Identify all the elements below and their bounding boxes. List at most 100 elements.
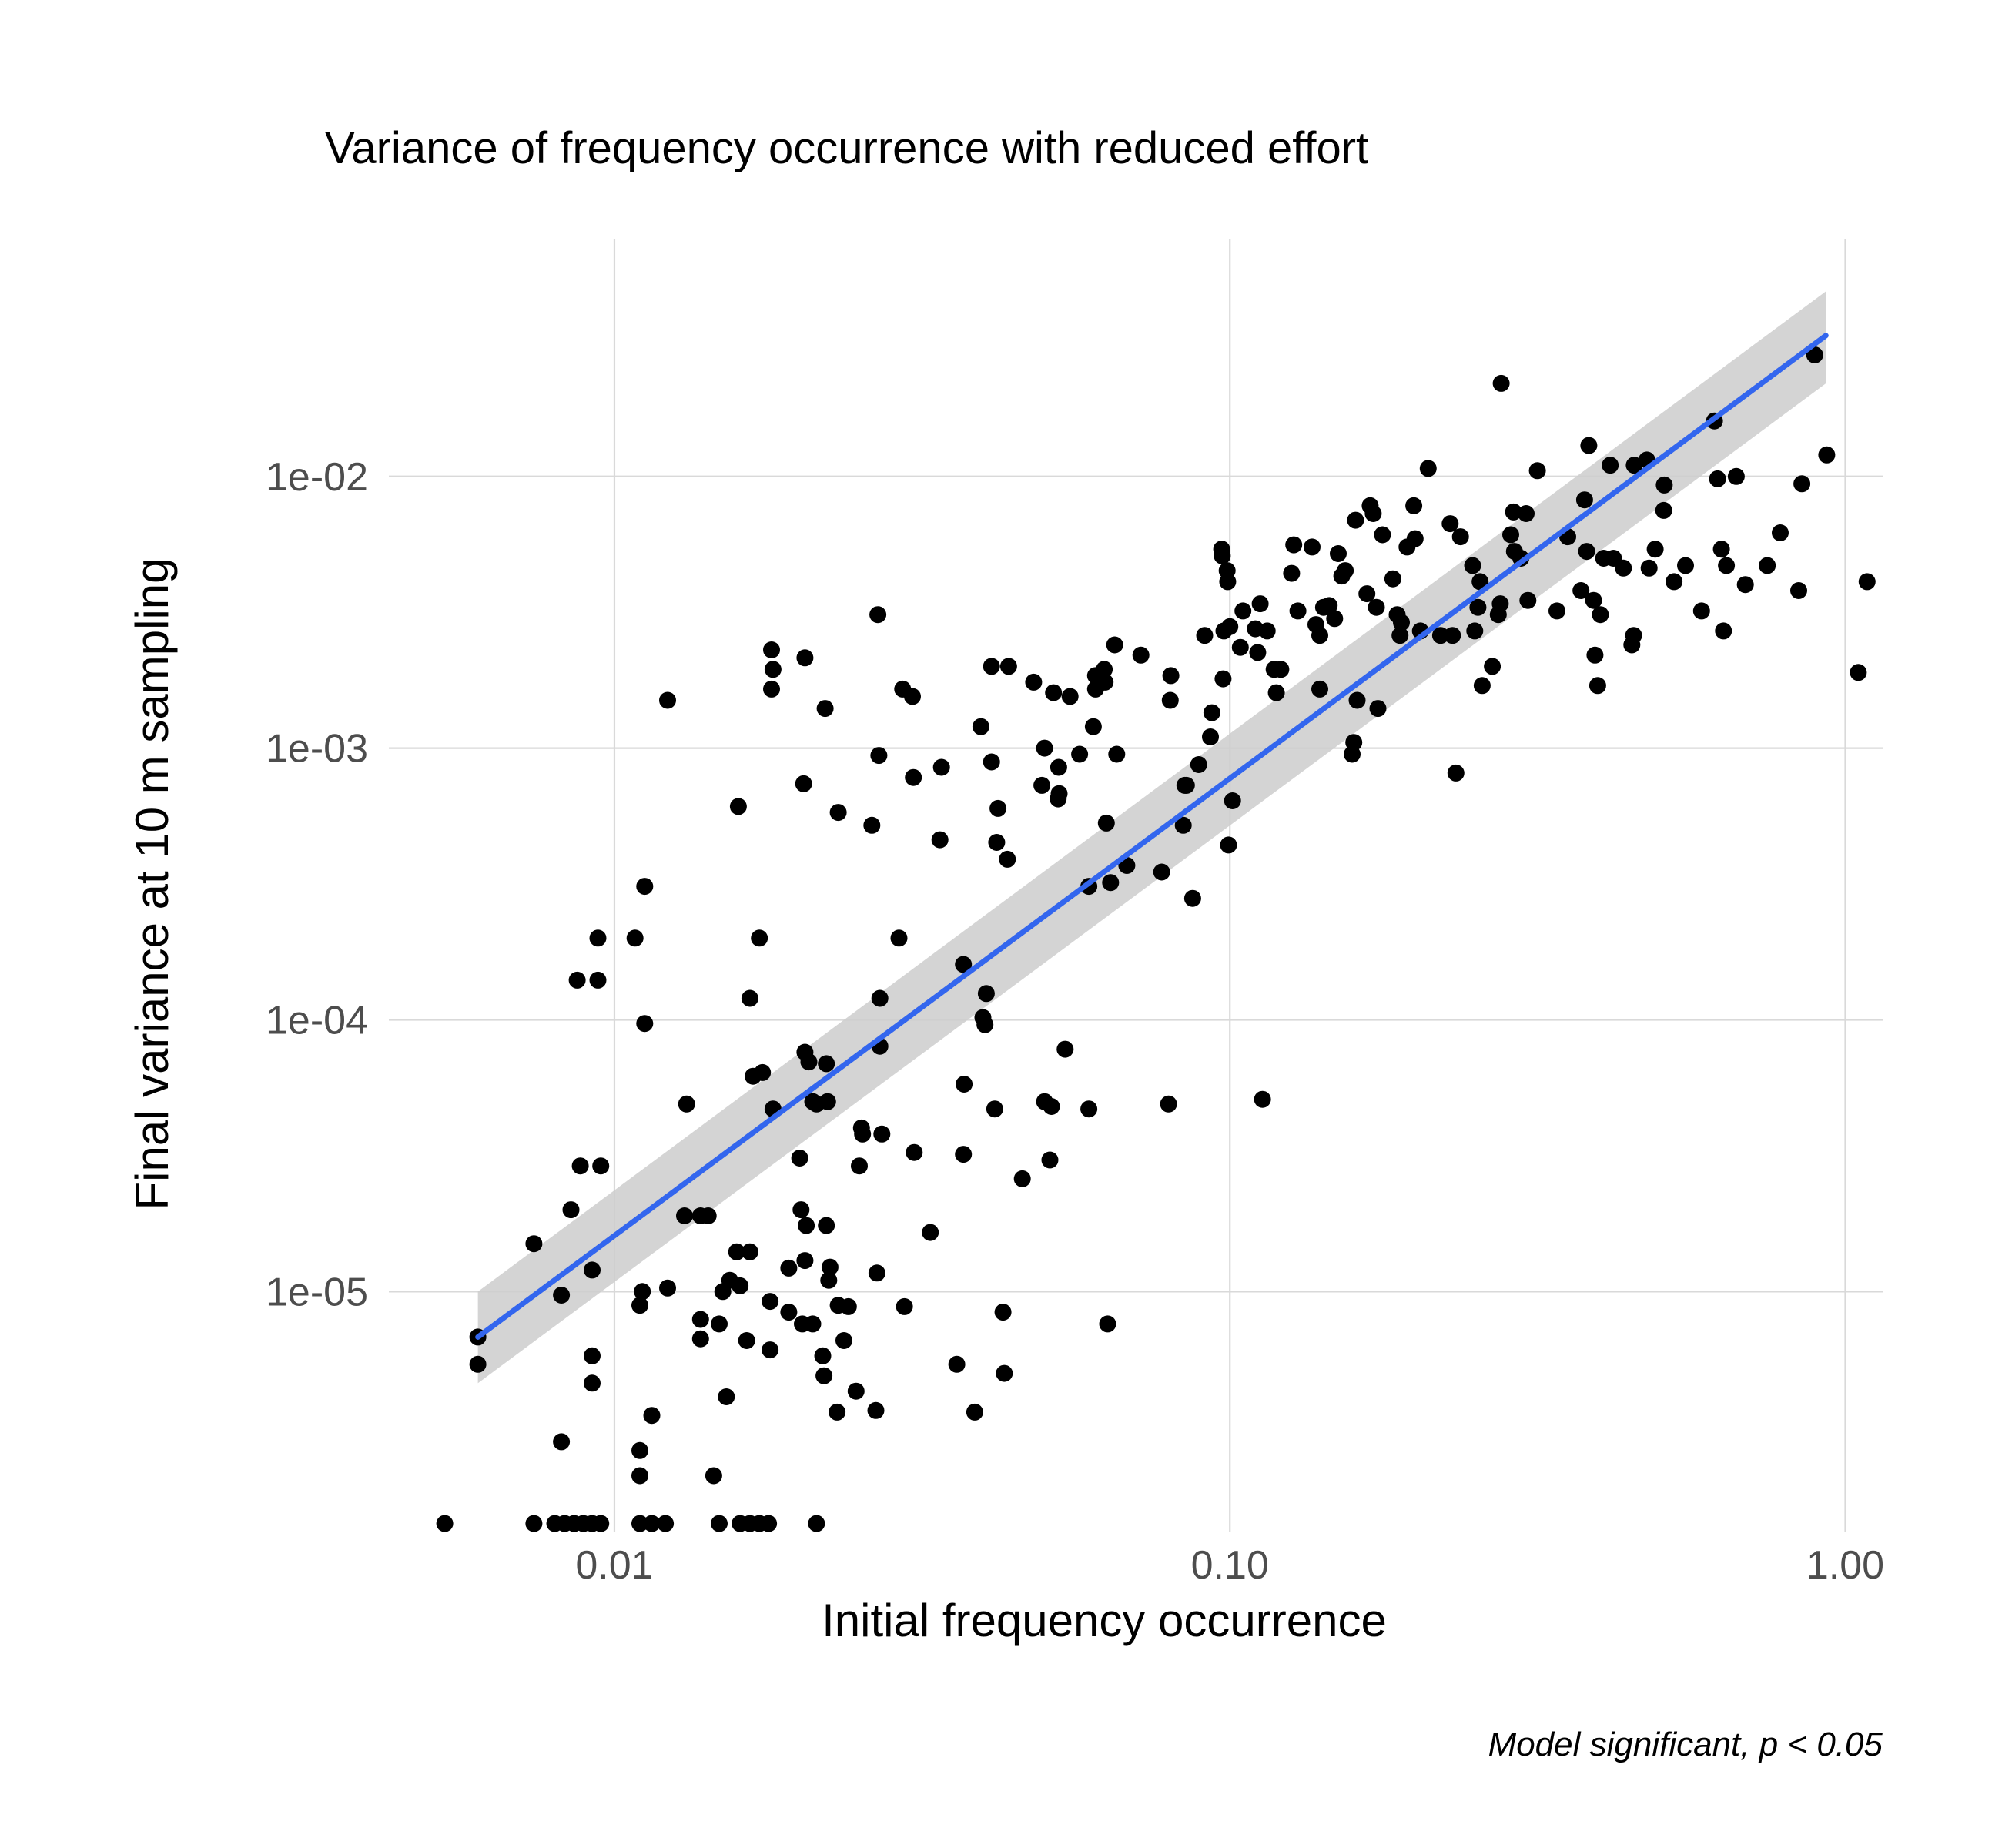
x-tick-label-2: 1.00 — [1806, 1543, 1884, 1588]
data-point-19 — [525, 1235, 543, 1253]
data-point-188 — [1254, 1090, 1271, 1108]
data-point-23 — [568, 971, 586, 989]
data-point-175 — [1214, 547, 1231, 564]
data-point-192 — [1272, 661, 1290, 678]
data-point-183 — [1231, 638, 1249, 656]
data-point-267 — [1656, 476, 1673, 494]
data-point-127 — [988, 834, 1006, 851]
data-point-10 — [657, 1515, 675, 1532]
data-point-109 — [904, 688, 921, 705]
data-point-124 — [983, 658, 1000, 675]
data-point-284 — [1850, 664, 1867, 681]
data-point-189 — [1258, 622, 1276, 640]
data-point-245 — [1528, 462, 1546, 480]
data-point-235 — [1484, 658, 1502, 675]
data-point-135 — [1033, 776, 1051, 794]
data-point-45 — [691, 1330, 709, 1348]
data-point-280 — [1790, 582, 1807, 599]
data-point-47 — [705, 1467, 722, 1485]
data-point-123 — [977, 985, 995, 1003]
data-point-156 — [1099, 1315, 1116, 1333]
data-point-195 — [1289, 602, 1307, 620]
data-point-24 — [571, 1157, 589, 1175]
data-point-31 — [626, 929, 644, 947]
data-point-30 — [592, 1157, 610, 1175]
data-point-259 — [1615, 559, 1632, 577]
data-point-281 — [1793, 475, 1811, 493]
data-point-228 — [1447, 764, 1465, 782]
data-point-229 — [1451, 528, 1469, 546]
data-point-272 — [1709, 470, 1726, 487]
data-point-131 — [999, 850, 1016, 868]
data-point-114 — [932, 758, 950, 776]
data-point-252 — [1585, 591, 1602, 609]
data-point-201 — [1321, 597, 1338, 614]
data-point-33 — [631, 1467, 648, 1485]
data-point-205 — [1337, 562, 1354, 580]
data-point-112 — [922, 1224, 939, 1241]
data-point-132 — [999, 658, 1017, 675]
data-point-97 — [854, 1125, 872, 1143]
data-point-230 — [1464, 557, 1481, 574]
data-point-122 — [976, 1016, 994, 1033]
data-point-93 — [839, 1297, 857, 1315]
data-point-225 — [1431, 627, 1449, 644]
data-point-238 — [1492, 374, 1510, 392]
data-point-56 — [741, 989, 758, 1007]
data-point-176 — [1214, 670, 1232, 688]
data-point-139 — [1043, 1098, 1060, 1115]
data-point-53 — [729, 798, 747, 815]
data-point-243 — [1518, 505, 1535, 522]
data-point-83 — [816, 700, 834, 718]
data-point-179 — [1219, 573, 1237, 591]
data-point-50 — [718, 1388, 735, 1405]
data-point-170 — [1190, 756, 1207, 773]
data-point-216 — [1384, 570, 1401, 588]
data-point-253 — [1586, 646, 1604, 664]
data-point-39 — [659, 691, 676, 709]
data-point-111 — [906, 1143, 923, 1161]
data-point-46 — [699, 1207, 717, 1224]
data-point-143 — [1050, 785, 1068, 802]
data-point-138 — [1041, 1151, 1059, 1169]
data-point-257 — [1602, 457, 1619, 474]
data-point-84 — [818, 1217, 835, 1234]
data-point-157 — [1102, 874, 1120, 892]
data-point-277 — [1736, 576, 1754, 594]
data-point-187 — [1251, 595, 1269, 613]
data-point-29 — [589, 929, 607, 947]
data-point-34 — [631, 1297, 648, 1314]
data-point-89 — [829, 1403, 846, 1421]
data-point-276 — [1727, 467, 1745, 485]
data-point-60 — [754, 1063, 772, 1081]
data-point-99 — [867, 1401, 885, 1419]
data-point-154 — [1096, 673, 1114, 691]
data-point-119 — [966, 1403, 983, 1421]
data-point-88 — [821, 1258, 839, 1276]
data-point-166 — [1174, 816, 1192, 834]
data-point-118 — [956, 1076, 973, 1093]
data-point-134 — [1025, 673, 1043, 691]
data-point-164 — [1161, 691, 1179, 709]
y-tick-label-3: 1e-02 — [266, 455, 368, 500]
data-point-115 — [948, 1355, 966, 1373]
y-tick-label-1: 1e-04 — [266, 998, 368, 1043]
data-point-20 — [553, 1287, 571, 1304]
data-point-226 — [1441, 515, 1459, 533]
data-point-283 — [1818, 446, 1836, 464]
data-point-182 — [1224, 792, 1241, 809]
data-point-169 — [1183, 889, 1201, 907]
data-point-120 — [972, 718, 989, 735]
data-point-248 — [1572, 582, 1590, 599]
data-point-128 — [989, 799, 1007, 817]
data-point-255 — [1592, 606, 1609, 624]
data-point-210 — [1358, 585, 1376, 603]
data-point-264 — [1640, 559, 1658, 577]
data-point-218 — [1391, 627, 1409, 644]
data-point-41 — [676, 1207, 693, 1224]
data-point-270 — [1692, 602, 1710, 620]
data-point-227 — [1444, 627, 1461, 644]
data-point-0 — [436, 1515, 454, 1532]
data-point-9 — [643, 1515, 661, 1532]
data-point-36 — [636, 878, 654, 896]
